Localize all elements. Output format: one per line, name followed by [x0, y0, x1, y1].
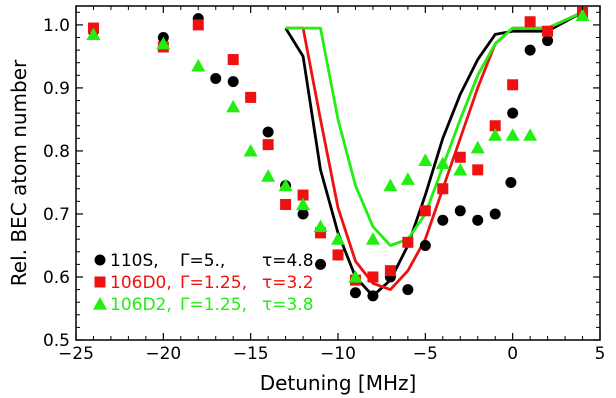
data-point-series-1 [297, 208, 309, 220]
data-point-series-3 [488, 128, 503, 141]
y-tick-label: 0.7 [43, 205, 70, 225]
data-point-series-2 [419, 205, 431, 217]
data-point-series-3 [261, 169, 276, 182]
legend-text-series-2: 106D0, [110, 273, 172, 293]
legend-marker-series-2 [94, 276, 106, 288]
x-tick-label: −15 [233, 344, 269, 364]
axes: −25 −20 −15 −10 −5 0 5 0.5 0.6 0.7 0.8 0.9 1.0 [43, 6, 605, 364]
data-point-series-1 [349, 287, 361, 299]
legend-text-series-1: τ=4.8 [262, 251, 314, 271]
data-point-series-2 [332, 249, 344, 261]
data-point-series-3 [348, 269, 363, 283]
legend-text-series-1: 110S, [110, 251, 159, 271]
x-tick-label: −25 [58, 344, 94, 364]
data-point-series-1 [524, 44, 536, 56]
x-tick-label: −10 [320, 344, 356, 364]
data-point-series-2 [192, 19, 204, 31]
data-point-series-2 [297, 189, 309, 201]
data-point-series-2 [524, 16, 536, 28]
data-point-series-3 [278, 178, 293, 192]
x-tick-label: 0 [507, 344, 518, 364]
data-point-series-1 [472, 214, 484, 226]
data-point-series-2 [402, 236, 414, 248]
legend-marker-series-3 [93, 297, 107, 310]
data-point-series-3 [365, 232, 380, 245]
fit-curve-series-2 [285, 11, 584, 291]
y-tick-label: 0.5 [43, 331, 70, 351]
data-point-series-2 [437, 183, 449, 195]
x-tick-label: −5 [413, 344, 438, 364]
data-point-series-1 [402, 284, 414, 296]
data-point-series-1 [419, 239, 431, 251]
data-point-series-1 [227, 76, 239, 88]
data-point-series-2 [384, 265, 396, 277]
data-point-series-3 [296, 197, 311, 211]
data-point-series-3 [86, 27, 101, 40]
data-point-series-1 [489, 208, 501, 220]
data-point-series-1 [542, 35, 554, 47]
data-point-series-3 [453, 162, 468, 176]
data-point-series-3 [575, 8, 590, 22]
legend-text-series-3: Γ=1.25, [180, 295, 247, 315]
data-point-series-2 [367, 271, 379, 283]
data-point-series-1 [367, 290, 379, 302]
data-point-series-3 [505, 128, 520, 141]
data-point-series-3 [470, 140, 485, 154]
data-point-series-3 [523, 128, 538, 141]
y-tick-label: 0.6 [43, 268, 70, 288]
legend-marker-series-1 [94, 254, 106, 266]
legend-text-series-3: τ=3.8 [262, 295, 314, 315]
data-point-series-3 [191, 58, 206, 72]
data-point-series-2 [245, 91, 257, 103]
data-point-series-1 [454, 205, 466, 217]
data-point-series-1 [507, 107, 519, 119]
data-point-series-2 [454, 151, 466, 163]
data-point-series-3 [331, 232, 345, 245]
legend-text-series-3: 106D2, [110, 295, 172, 315]
y-tick-label: 1.0 [43, 16, 70, 36]
data-point-series-3 [418, 153, 433, 166]
data-point-series-1 [505, 176, 517, 188]
data-point-series-2 [262, 139, 274, 151]
data-point-series-2 [542, 25, 554, 37]
data-point-series-3 [243, 143, 258, 157]
data-point-series-3 [156, 36, 171, 50]
data-point-series-2 [507, 79, 519, 91]
data-point-series-3 [313, 219, 328, 233]
legend: 110S, Γ=5., τ=4.8 106D0, Γ=1.25, τ=3.2 106D2, Γ… [93, 251, 314, 315]
data-point-series-2 [315, 227, 327, 239]
data-point-series-3 [435, 156, 450, 170]
data-point-series-1 [437, 214, 449, 226]
data-point-series-1 [262, 126, 274, 138]
fit-curve-series-1 [284, 11, 584, 298]
data-point-series-1 [210, 72, 222, 84]
data-point-series-3 [400, 172, 415, 185]
data-point-series-2 [227, 54, 239, 66]
y-tick-label: 0.8 [43, 142, 70, 162]
y-axis-label: Rel. BEC atom number [7, 59, 31, 286]
legend-text-series-1: Γ=5., [180, 251, 225, 271]
x-tick-label: −20 [145, 344, 181, 364]
data-marks [86, 6, 590, 302]
data-point-series-1 [315, 258, 327, 270]
y-tick-label: 0.9 [43, 79, 70, 99]
data-point-series-3 [226, 99, 241, 113]
x-axis-label: Detuning [MHz] [260, 371, 417, 395]
data-point-series-2 [472, 164, 484, 176]
legend-text-series-2: Γ=1.25, [180, 273, 247, 293]
data-point-series-3 [383, 178, 398, 192]
data-point-series-2 [489, 120, 501, 132]
x-tick-label: 5 [595, 344, 606, 364]
data-point-series-2 [280, 199, 292, 211]
legend-text-series-2: τ=3.2 [262, 273, 314, 293]
